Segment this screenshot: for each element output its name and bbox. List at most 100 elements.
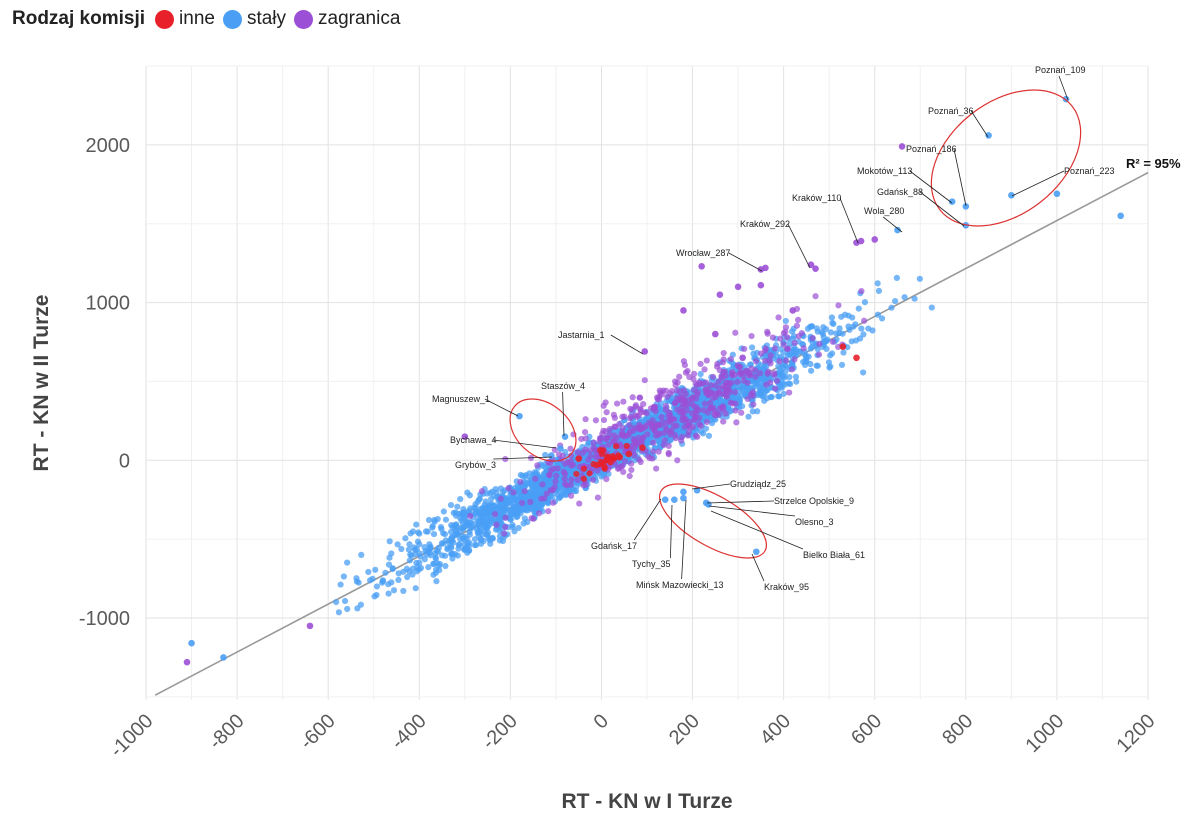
data-point-stały [948,198,956,205]
y-tick-label: 2000 [86,135,131,157]
cloud-point [612,423,619,430]
cloud-point [845,312,852,319]
annotation-leader [493,439,557,449]
cloud-point [780,341,787,348]
cloud-point [514,513,521,520]
cloud-point [662,387,670,394]
data-point-inne [616,453,623,461]
cloud-point [586,470,593,477]
cloud-point [561,481,569,488]
cloud-point [782,317,789,325]
cloud-point [829,319,836,327]
x-tick-label: 1200 [1113,710,1160,757]
legend-swatch-zagranica [294,9,314,29]
cloud-point [852,321,859,328]
cloud-point [835,302,842,309]
cloud-point [534,462,541,469]
cloud-point [554,492,562,499]
cloud-point [585,439,592,447]
cloud-point [835,343,842,351]
cloud-point [555,451,563,458]
cloud-point [552,478,559,485]
cloud-point [638,439,645,446]
cloud-point [446,539,453,546]
cloud-point [422,528,430,535]
cloud-point [524,507,532,514]
legend-swatch-inne [155,9,175,29]
data-point-inne [575,455,582,463]
cloud-point [732,389,739,396]
cloud-point [928,304,935,311]
annotation-leader [670,504,673,559]
cloud-point [777,368,785,375]
cloud-point [457,495,464,503]
cloud-point [901,294,908,301]
cloud-point [600,460,607,467]
data-point-stały [894,226,901,234]
cloud-point [621,413,628,420]
cloud-point [860,369,867,376]
cloud-point [500,530,508,537]
legend-item-inne[interactable]: inne [155,8,215,30]
legend-item-staly[interactable]: stały [222,8,286,30]
data-point-stały [962,203,970,210]
cloud-point [803,353,810,360]
cloud-point [533,500,540,507]
annotation-label: Tychy_35 [632,559,671,569]
annotation-leader [706,500,775,504]
cloud-point [600,416,608,424]
cloud-point [815,351,823,358]
cloud-point [619,424,626,432]
cloud-point [621,458,629,465]
data-point-stały [548,452,555,459]
cloud-point [569,461,577,469]
annotation-leader [708,505,796,517]
annotation-leader [484,398,519,417]
cloud-point [795,316,802,323]
cloud-point [614,400,621,407]
cloud-point [382,569,389,576]
cloud-point [444,546,451,553]
data-point-inne [593,461,601,469]
cloud-point [580,465,588,472]
cloud-point [752,373,759,380]
cloud-point [692,432,700,439]
cloud-point [814,362,821,369]
cloud-point [664,418,671,425]
cloud-point [773,377,781,384]
cloud-point [567,452,575,459]
cloud-point [526,489,533,496]
cloud-point [635,434,642,442]
cloud-point [469,524,476,531]
cloud-point [385,581,392,588]
cloud-point [644,431,651,438]
cloud-point [858,288,865,295]
cloud-point [707,399,714,407]
cloud-point [772,385,779,392]
cloud-point [571,487,578,495]
cloud-point [767,352,774,359]
cloud-point [756,386,764,393]
cloud-point [636,394,644,401]
cloud-point [600,447,607,454]
cloud-point [476,528,483,535]
cloud-point [372,566,379,573]
cloud-point [394,541,401,548]
cloud-point [561,475,568,483]
cloud-point [582,435,589,442]
cloud-point [528,515,535,522]
cloud-point [573,470,580,478]
cloud-point [784,345,792,352]
annotation-leader [1011,170,1065,197]
data-point-stały [220,654,227,661]
cloud-point [527,498,534,506]
cloud-point [769,334,776,341]
cloud-point [517,478,524,486]
legend-item-zagranica[interactable]: zagranica [294,8,400,30]
cloud-point [532,475,539,483]
cloud-point [527,480,535,487]
cloud-point [761,389,768,397]
cloud-point [405,546,412,553]
x-tick-label: -400 [387,710,431,754]
cloud-point [839,330,846,337]
